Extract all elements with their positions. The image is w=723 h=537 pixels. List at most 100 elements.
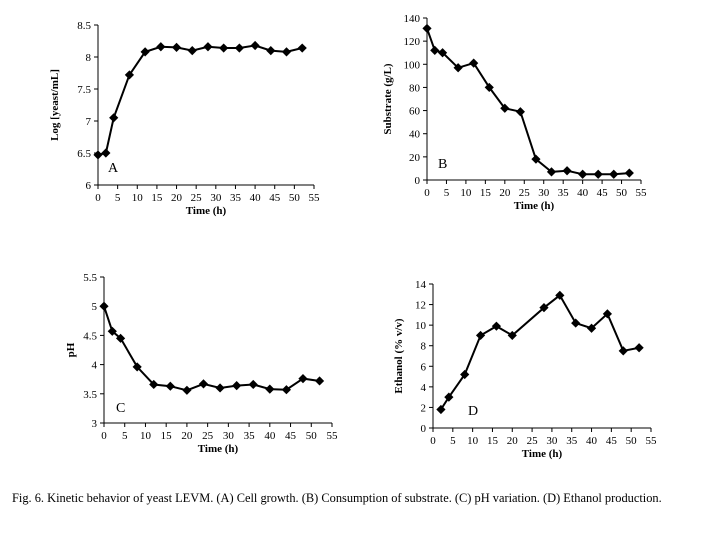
x-axis-label: Time (h) [186, 205, 227, 217]
x-tick-label: 15 [151, 192, 163, 204]
data-point [124, 70, 135, 80]
data-point [578, 169, 588, 179]
y-tick-label: 120 [404, 36, 421, 48]
panel-letter: C [116, 401, 125, 416]
y-tick-label: 6.5 [77, 148, 91, 160]
x-tick-label: 45 [269, 192, 281, 204]
x-tick-label: 55 [646, 435, 658, 447]
x-tick-label: 0 [424, 187, 430, 199]
y-tick-label: 5 [92, 301, 98, 313]
y-tick-label: 0 [415, 175, 421, 187]
data-point [586, 323, 597, 333]
data-point [571, 318, 581, 328]
data-point [593, 169, 603, 179]
data-point [500, 103, 510, 113]
data-point [156, 42, 166, 52]
data-point [109, 113, 119, 123]
y-tick-label: 0 [421, 423, 427, 435]
data-point [555, 290, 565, 300]
x-tick-label: 30 [223, 430, 235, 442]
y-tick-label: 5.5 [83, 272, 97, 284]
data-point [215, 383, 225, 393]
data-point [281, 47, 292, 57]
x-tick-label: 50 [306, 430, 318, 442]
x-tick-label: 55 [636, 187, 648, 199]
data-point [232, 381, 242, 391]
x-tick-label: 25 [191, 192, 203, 204]
data-point [203, 42, 213, 52]
data-point [515, 107, 525, 117]
x-tick-label: 35 [558, 187, 570, 199]
data-point [475, 330, 486, 341]
x-tick-label: 40 [250, 192, 262, 204]
y-tick-label: 20 [409, 152, 421, 164]
data-point [140, 47, 150, 57]
x-axis-label: Time (h) [522, 448, 563, 460]
data-point [187, 46, 197, 56]
panel-letter: A [108, 161, 119, 176]
y-tick-label: 3.5 [83, 389, 97, 401]
data-point [507, 330, 517, 341]
data-point [602, 309, 612, 319]
data-point [444, 392, 454, 402]
y-tick-label: 80 [409, 82, 421, 94]
y-tick-label: 7 [86, 116, 92, 128]
y-tick-label: 6 [86, 180, 92, 192]
x-tick-label: 10 [460, 187, 472, 199]
x-tick-label: 20 [171, 192, 183, 204]
data-point [422, 23, 432, 34]
x-tick-label: 30 [538, 187, 550, 199]
x-tick-label: 10 [132, 192, 144, 204]
data-point [484, 82, 494, 93]
y-tick-label: 60 [409, 106, 421, 118]
y-tick-label: 2 [421, 402, 427, 414]
y-tick-label: 3 [92, 418, 98, 430]
data-point [171, 42, 182, 52]
y-tick-label: 4 [421, 382, 427, 394]
x-tick-label: 15 [161, 430, 173, 442]
y-tick-label: 140 [404, 13, 421, 25]
x-tick-label: 5 [450, 435, 456, 447]
y-tick-label: 12 [415, 300, 426, 312]
x-tick-label: 5 [122, 430, 128, 442]
data-point [149, 379, 159, 390]
y-tick-label: 6 [421, 361, 427, 373]
x-tick-label: 50 [289, 192, 301, 204]
series-line [426, 28, 630, 176]
data-point [250, 40, 260, 51]
x-tick-label: 40 [586, 435, 598, 447]
data-point [491, 321, 502, 331]
data-point [234, 43, 244, 53]
data-point [546, 167, 557, 177]
panel-letter: B [438, 157, 447, 172]
y-axis-label: Log [yeast/mL] [49, 69, 61, 141]
chart-b: 0 20 40 60 80 100 120 140 0 5 10 15 20 25 30 35 40 45 50 55… [382, 13, 647, 212]
y-tick-label: 8.5 [77, 20, 91, 32]
x-tick-label: 35 [230, 192, 242, 204]
data-point [436, 404, 446, 415]
x-tick-label: 25 [527, 435, 539, 447]
chart-a: 6 6.5 7 7.5 8 8.5 0 5 10 15 20 25 30 35 40 45 50 55 Time (… [49, 20, 320, 217]
data-point [437, 48, 448, 58]
x-tick-label: 50 [626, 435, 638, 447]
x-tick-label: 0 [95, 192, 101, 204]
data-point [460, 369, 470, 380]
x-axis-label: Time (h) [198, 443, 239, 455]
y-axis-label: pH [65, 342, 77, 357]
x-tick-label: 5 [115, 192, 121, 204]
y-tick-label: 100 [404, 59, 421, 71]
x-tick-label: 40 [264, 430, 276, 442]
data-point [107, 326, 117, 336]
x-tick-label: 25 [519, 187, 531, 199]
series-line [97, 44, 303, 156]
y-axis-label: Substrate (g/L) [382, 63, 394, 135]
y-tick-label: 14 [415, 279, 427, 291]
data-point [198, 379, 209, 389]
data-point [314, 376, 325, 386]
data-point [618, 346, 628, 356]
chart-d: 0 2 4 6 8 10 12 14 0 5 10 15 20 25 30 35 40 45 50 55 Time (h… [393, 279, 657, 460]
x-tick-label: 30 [210, 192, 222, 204]
data-point [297, 43, 307, 53]
series-line [103, 305, 320, 392]
y-axis-label: Ethanol (% v/v) [393, 318, 405, 394]
